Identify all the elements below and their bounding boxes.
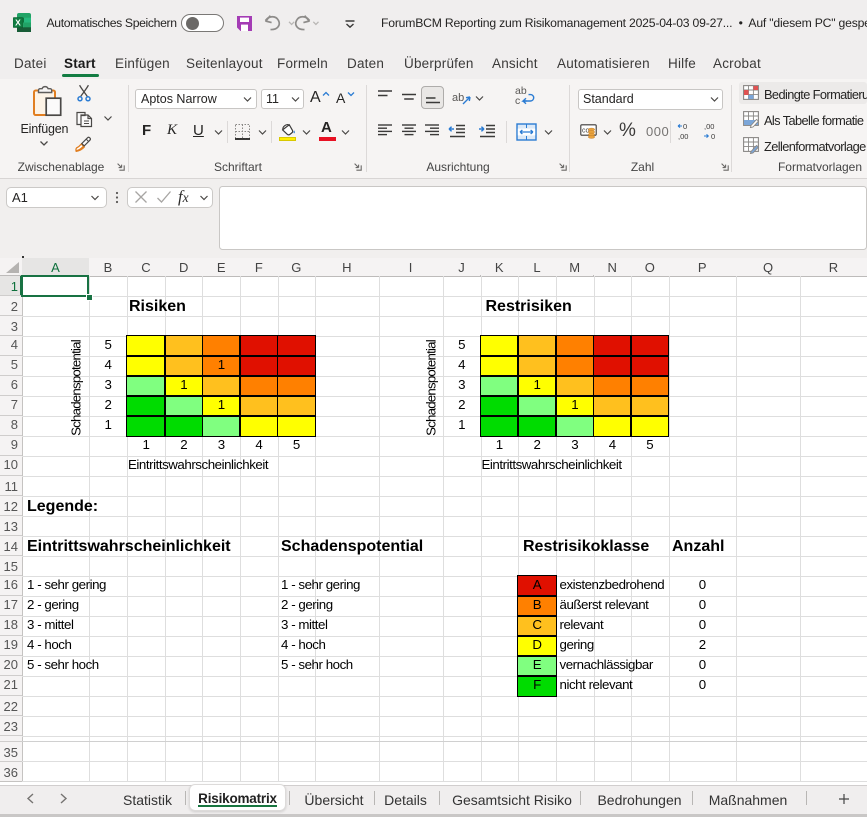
svg-text:co: co: [582, 128, 590, 135]
svg-text:X: X: [15, 18, 21, 28]
svg-text:ab: ab: [452, 92, 464, 104]
svg-text:0: 0: [683, 122, 687, 131]
svg-text:,00: ,00: [678, 132, 688, 141]
svg-text:0: 0: [711, 132, 715, 141]
svg-text:ab: ab: [515, 85, 527, 97]
svg-text:,00: ,00: [704, 122, 714, 131]
svg-text:c: c: [515, 95, 520, 106]
